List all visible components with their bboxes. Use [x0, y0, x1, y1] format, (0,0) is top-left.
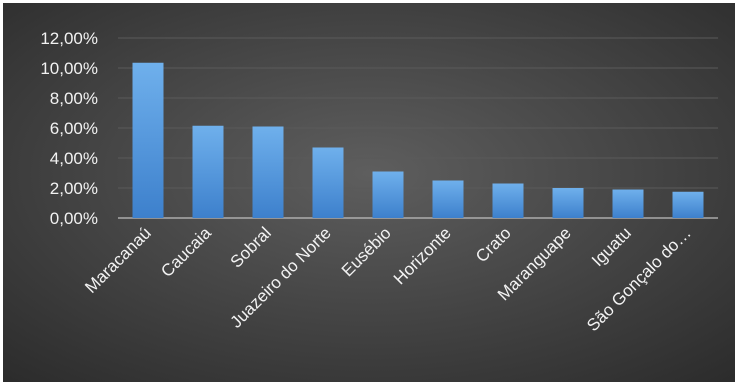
bar	[432, 180, 464, 218]
bar	[492, 183, 524, 218]
bars	[132, 62, 704, 218]
bar	[132, 62, 164, 218]
y-tick-label: 0,00%	[50, 209, 98, 228]
y-tick-label: 6,00%	[50, 119, 98, 138]
bar	[372, 171, 404, 218]
bar	[192, 125, 224, 218]
y-axis-labels: 0,00% 2,00% 4,00% 6,00% 8,00% 10,00% 12,00%	[40, 29, 98, 228]
bar	[312, 147, 344, 218]
y-tick-label: 12,00%	[40, 29, 98, 48]
bar	[672, 191, 704, 218]
y-tick-label: 4,00%	[50, 149, 98, 168]
bar	[552, 188, 584, 218]
y-tick-label: 8,00%	[50, 89, 98, 108]
bar	[612, 189, 644, 218]
y-tick-label: 2,00%	[50, 179, 98, 198]
y-tick-label: 10,00%	[40, 59, 98, 78]
bar	[252, 126, 284, 218]
